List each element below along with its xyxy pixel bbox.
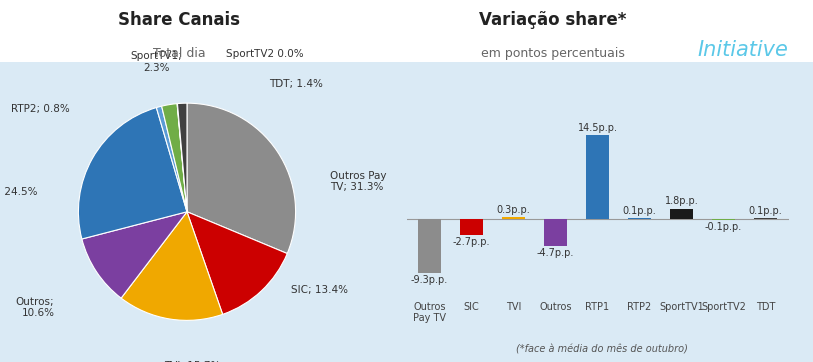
Bar xyxy=(586,135,609,219)
Bar xyxy=(754,218,777,219)
Wedge shape xyxy=(187,103,296,253)
Text: 1.8p.p.: 1.8p.p. xyxy=(665,196,698,206)
Bar xyxy=(418,219,441,273)
Wedge shape xyxy=(187,212,287,314)
Text: Outros Pay
TV; 31.3%: Outros Pay TV; 31.3% xyxy=(330,171,387,192)
Text: SportTV2 0.0%: SportTV2 0.0% xyxy=(226,49,304,59)
Text: SportTV1;
2.3%: SportTV1; 2.3% xyxy=(131,51,182,73)
Bar xyxy=(628,218,651,219)
Wedge shape xyxy=(121,212,223,320)
Bar xyxy=(544,219,567,246)
Text: TDT; 1.4%: TDT; 1.4% xyxy=(268,79,323,89)
Text: Total dia: Total dia xyxy=(153,47,205,60)
Text: 0.1p.p.: 0.1p.p. xyxy=(623,206,656,216)
Wedge shape xyxy=(177,104,187,212)
Wedge shape xyxy=(82,212,187,298)
Text: Outros;
10.6%: Outros; 10.6% xyxy=(16,296,54,318)
Text: (*face à média do mês de outubro): (*face à média do mês de outubro) xyxy=(515,345,688,355)
Wedge shape xyxy=(162,104,187,212)
Wedge shape xyxy=(78,108,187,239)
Text: -2.7p.p.: -2.7p.p. xyxy=(453,237,490,247)
Bar xyxy=(502,217,525,219)
Text: RTP2; 0.8%: RTP2; 0.8% xyxy=(11,104,70,114)
Text: 14.5p.p.: 14.5p.p. xyxy=(577,123,618,133)
Text: 0.1p.p.: 0.1p.p. xyxy=(749,206,782,216)
Text: -0.1p.p.: -0.1p.p. xyxy=(705,222,742,232)
Bar xyxy=(460,219,483,235)
Text: Share Canais: Share Canais xyxy=(118,11,240,29)
Wedge shape xyxy=(177,103,187,212)
Text: SIC; 13.4%: SIC; 13.4% xyxy=(291,285,348,295)
Text: -9.3p.p.: -9.3p.p. xyxy=(411,275,448,285)
Text: 0.3p.p.: 0.3p.p. xyxy=(497,205,530,215)
Text: TVI; 15.7%: TVI; 15.7% xyxy=(164,361,220,362)
Text: RTP1; 24.5%: RTP1; 24.5% xyxy=(0,187,37,197)
Text: Variação share*: Variação share* xyxy=(479,11,627,29)
Text: -4.7p.p.: -4.7p.p. xyxy=(537,248,574,258)
Text: Initiative: Initiative xyxy=(698,40,789,60)
Text: em pontos percentuais: em pontos percentuais xyxy=(481,47,624,60)
Wedge shape xyxy=(156,106,187,212)
Bar xyxy=(670,209,693,219)
